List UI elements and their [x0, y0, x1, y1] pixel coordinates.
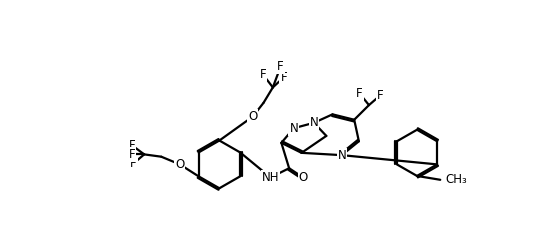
Text: F: F	[277, 60, 284, 73]
Text: F: F	[281, 71, 287, 84]
Text: F: F	[259, 68, 266, 81]
Text: N: N	[337, 149, 346, 162]
Text: N: N	[289, 122, 298, 135]
Text: F: F	[377, 89, 384, 102]
Text: F: F	[128, 148, 135, 161]
Text: CH₃: CH₃	[445, 173, 467, 186]
Text: O: O	[175, 158, 185, 171]
Text: O: O	[248, 110, 257, 123]
Text: NH: NH	[262, 171, 279, 184]
Text: F: F	[130, 157, 136, 170]
Text: N: N	[310, 116, 318, 129]
Text: F: F	[357, 87, 363, 100]
Text: O: O	[299, 171, 308, 184]
Text: F: F	[128, 139, 135, 152]
